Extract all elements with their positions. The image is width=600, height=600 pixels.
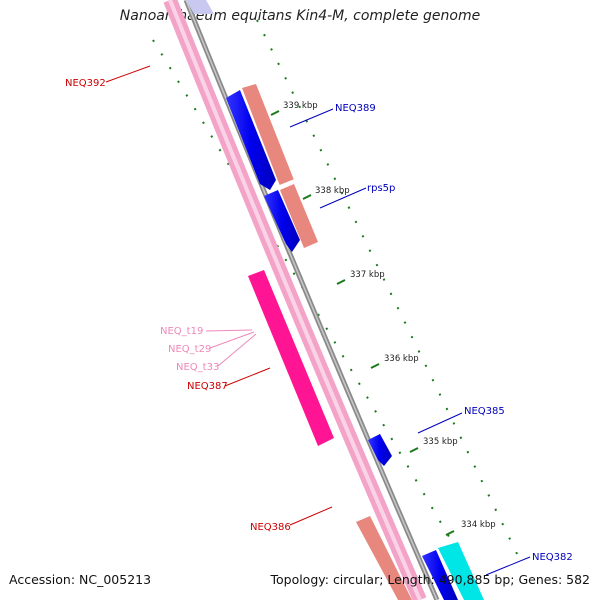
- label-neq389: NEQ389: [335, 103, 376, 114]
- genes-text: Genes: 582: [518, 572, 590, 587]
- length-text: Length: 490,885 bp;: [387, 572, 514, 587]
- tick-label-335: 335 kbp: [423, 437, 458, 447]
- topology-text: Topology: circular;: [270, 572, 383, 587]
- label-neq-t33: NEQ_t33: [176, 362, 219, 373]
- label-neq392: NEQ392: [65, 78, 106, 89]
- genome-summary: Topology: circular; Length: 490,885 bp; …: [270, 572, 590, 587]
- genome-backbone: [186, 0, 437, 600]
- tick-label-337: 337 kbp: [350, 270, 385, 280]
- tick-label-339: 339 kbp: [283, 101, 318, 111]
- tick-label-334: 334 kbp: [461, 520, 496, 530]
- genome-map: 339 kbp 338 kbp 337 kbp 336 kbp 335 kbp …: [0, 0, 600, 600]
- label-neq-t29: NEQ_t29: [168, 344, 211, 355]
- label-rps5p: rps5p: [367, 183, 395, 194]
- label-neq382: NEQ382: [532, 552, 573, 563]
- label-neq385: NEQ385: [464, 406, 505, 417]
- label-neq-t19: NEQ_t19: [160, 326, 203, 337]
- label-neq386: NEQ386: [250, 522, 291, 533]
- tick-label-336: 336 kbp: [384, 354, 419, 364]
- tick-label-338: 338 kbp: [315, 186, 350, 196]
- accession-text: Accession: NC_005213: [9, 572, 151, 587]
- label-neq387: NEQ387: [187, 381, 228, 392]
